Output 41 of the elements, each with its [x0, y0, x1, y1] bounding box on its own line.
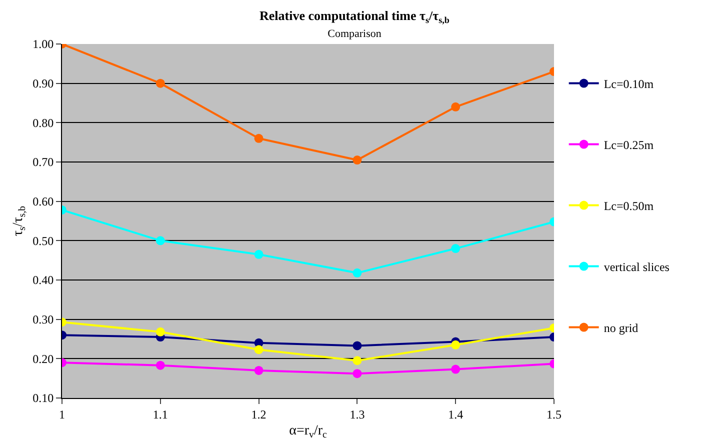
- point: [352, 268, 362, 278]
- point: [352, 369, 362, 378]
- point: [156, 327, 165, 336]
- x-tick-label: 1.1: [152, 407, 168, 422]
- point: [254, 134, 264, 143]
- point: [352, 156, 362, 165]
- y-tick-label: 0.50: [32, 234, 54, 248]
- y-tick-label: 0.60: [32, 194, 54, 209]
- point: [352, 356, 362, 366]
- legend-label: no grid: [604, 320, 638, 335]
- legend-label: Lc=0.10m: [604, 76, 654, 91]
- point: [254, 366, 264, 375]
- y-tick-label: 0.30: [32, 312, 54, 327]
- y-tick-label: 0.40: [32, 273, 54, 288]
- y-tick-label: 0.80: [32, 116, 54, 130]
- point: [451, 244, 460, 254]
- x-tick-label: 1: [59, 407, 65, 422]
- point: [156, 360, 165, 370]
- point: [254, 345, 264, 354]
- y-tick-label: 0.90: [32, 76, 54, 91]
- point: [254, 250, 264, 259]
- x-axis-title: α=r$_{v}$/r$_{c}$: [289, 424, 328, 441]
- chart-subtitle: Comparison: [328, 28, 382, 40]
- legend-label: Lc=0.50m: [604, 198, 654, 213]
- x-tick-label: 1.4: [448, 407, 464, 422]
- y-tick-label: 1.00: [32, 37, 54, 52]
- x-tick-label: 1.3: [350, 407, 365, 422]
- legend-label: Lc=0.25m: [604, 138, 654, 152]
- y-tick-label: 0.20: [32, 352, 54, 366]
- chart-title: Relative computational time τ$_{s}$/τ$_{s,b}$: [260, 8, 450, 25]
- point: [156, 236, 165, 246]
- y-tick-label: 0.70: [32, 155, 54, 170]
- x-tick-label: 1.2: [251, 407, 266, 422]
- y-tick-label: 0.10: [32, 391, 54, 406]
- point: [451, 340, 460, 350]
- point: [156, 78, 165, 88]
- point: [352, 341, 362, 350]
- point: [451, 102, 460, 112]
- legend-label: vertical slices: [604, 260, 670, 274]
- point: [451, 364, 460, 374]
- x-tick-label: 1.5: [546, 407, 562, 422]
